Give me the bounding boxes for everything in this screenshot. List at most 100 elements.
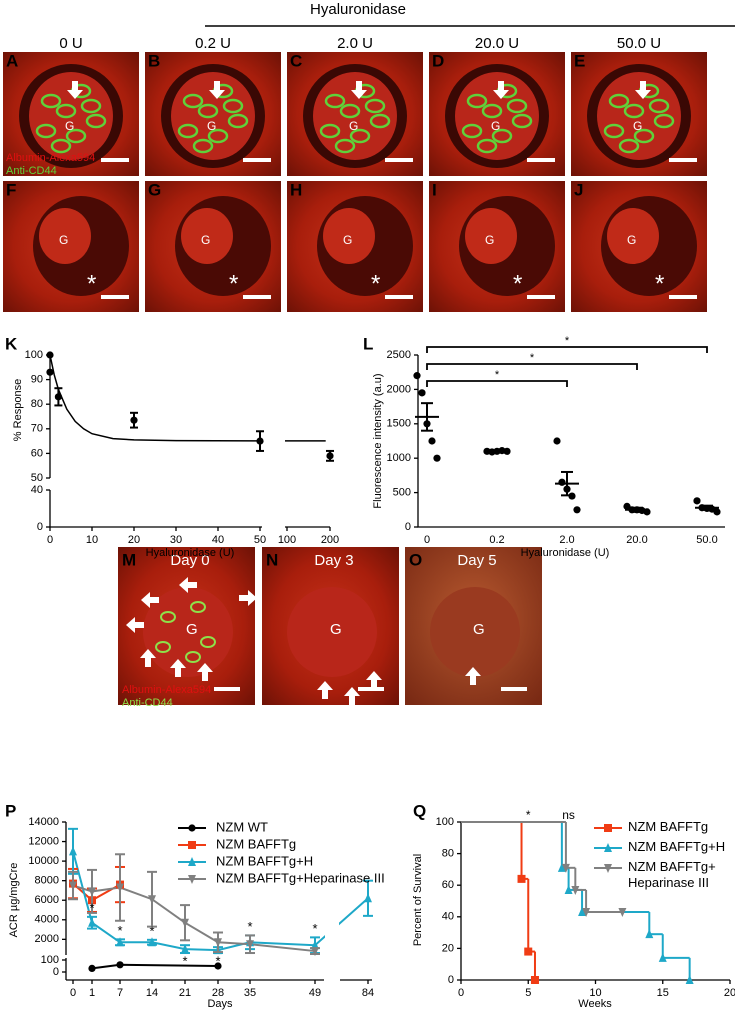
glomerulus (430, 587, 520, 677)
marker (564, 884, 573, 894)
marker (604, 843, 612, 852)
scale-bar (385, 295, 413, 299)
asterisk: * (655, 270, 664, 297)
marker (558, 478, 566, 486)
cd44-signal (603, 123, 625, 139)
glomerulus-label: G (485, 233, 494, 247)
y-tick-label: 8000 (35, 875, 59, 887)
significance-label: * (565, 335, 570, 347)
data-line (91, 963, 219, 970)
significance-label: ns (562, 808, 575, 822)
cd44-signal (197, 103, 219, 119)
cd44-signal (50, 138, 72, 154)
glomerulus (287, 587, 377, 677)
marker (713, 508, 721, 516)
marker (256, 437, 264, 445)
arrow (67, 81, 83, 99)
marker (433, 454, 441, 462)
panel-letter: J (574, 180, 583, 199)
cd44-signal (190, 601, 206, 613)
panel-letter: H (290, 180, 302, 199)
cd44-signal (207, 128, 229, 144)
legend-label: NZM BAFFTg+H (628, 839, 726, 854)
significance-label: * (117, 923, 122, 938)
y-tick-label: 60 (442, 879, 454, 891)
panel-letter: D (432, 51, 444, 70)
marker (571, 885, 580, 895)
cd44-signal (227, 113, 249, 129)
panel-letter: O (409, 550, 422, 569)
asterisk: * (513, 270, 522, 297)
scale-bar (101, 158, 129, 162)
marker (326, 452, 334, 460)
cd44-signal (155, 641, 171, 653)
y-tick-label: 10000 (28, 855, 59, 867)
arrow (209, 81, 225, 99)
marker (573, 506, 581, 514)
cd44-signal (349, 128, 371, 144)
arrow (179, 577, 197, 593)
cd44-signal (192, 138, 214, 154)
cd44-signal (35, 123, 57, 139)
scale-bar (527, 295, 555, 299)
cd44-signal (491, 128, 513, 144)
dose-label: 20.0 U (475, 35, 519, 52)
marker (582, 908, 591, 918)
x-tick-label: 14 (146, 987, 158, 999)
marker (116, 883, 124, 893)
x-tick-label: 0 (70, 987, 76, 999)
y-axis-label: ACR µg/mgCre (8, 863, 20, 938)
glomerulus-label: G (473, 621, 485, 638)
y-tick-label: 40 (31, 484, 43, 496)
cd44-signal (55, 103, 77, 119)
arrow (141, 592, 159, 608)
error-bar (631, 506, 643, 513)
x-tick-label: 0 (458, 987, 464, 999)
legend-label: NZM WT (216, 819, 268, 834)
cd44-signal (324, 93, 346, 109)
marker (685, 975, 694, 984)
cd44-signal (85, 113, 107, 129)
significance-label: * (312, 921, 317, 936)
arrow (465, 667, 481, 685)
y-tick-label: 60 (31, 447, 43, 459)
glomerulus-label: G (343, 233, 352, 247)
x-tick-label: 200 (321, 534, 339, 546)
y-axis-label: % Response (12, 379, 24, 441)
day-label: Day 3 (314, 552, 353, 569)
arrow (351, 81, 367, 99)
dose-label: 0.2 U (195, 35, 231, 52)
marker (530, 976, 539, 984)
marker (46, 368, 54, 376)
y-tick-label: 0 (405, 521, 411, 533)
cd44-signal (222, 98, 244, 114)
cd44-signal (185, 651, 201, 663)
glomerulus (323, 208, 375, 264)
glomerulus-label: G (349, 119, 358, 133)
arrow (239, 590, 257, 606)
legend-label: NZM BAFFTg+Heparinase III (216, 870, 385, 885)
panel-letter: N (266, 550, 278, 569)
marker (181, 944, 189, 954)
scale-bar (243, 158, 271, 162)
glomerulus-label: G (201, 233, 210, 247)
significance-label: * (495, 369, 500, 381)
arrow (170, 659, 186, 677)
x-tick-label: 20 (128, 534, 140, 546)
cd44-signal (177, 123, 199, 139)
panel-letter: G (148, 180, 161, 199)
marker (413, 372, 421, 380)
glomerulus-label: G (65, 119, 74, 133)
marker (188, 875, 196, 884)
legend-label: NZM BAFFTg (216, 836, 296, 851)
arrow (344, 687, 360, 705)
x-tick-label: 5 (525, 987, 531, 999)
x-tick-label: 49 (309, 987, 321, 999)
cd44-signal (334, 138, 356, 154)
cd44-signal (476, 138, 498, 154)
glomerulus-label: G (207, 119, 216, 133)
cd44-signal (461, 123, 483, 139)
marker (517, 874, 526, 883)
cd44-signal (618, 138, 640, 154)
data-line (72, 884, 316, 953)
